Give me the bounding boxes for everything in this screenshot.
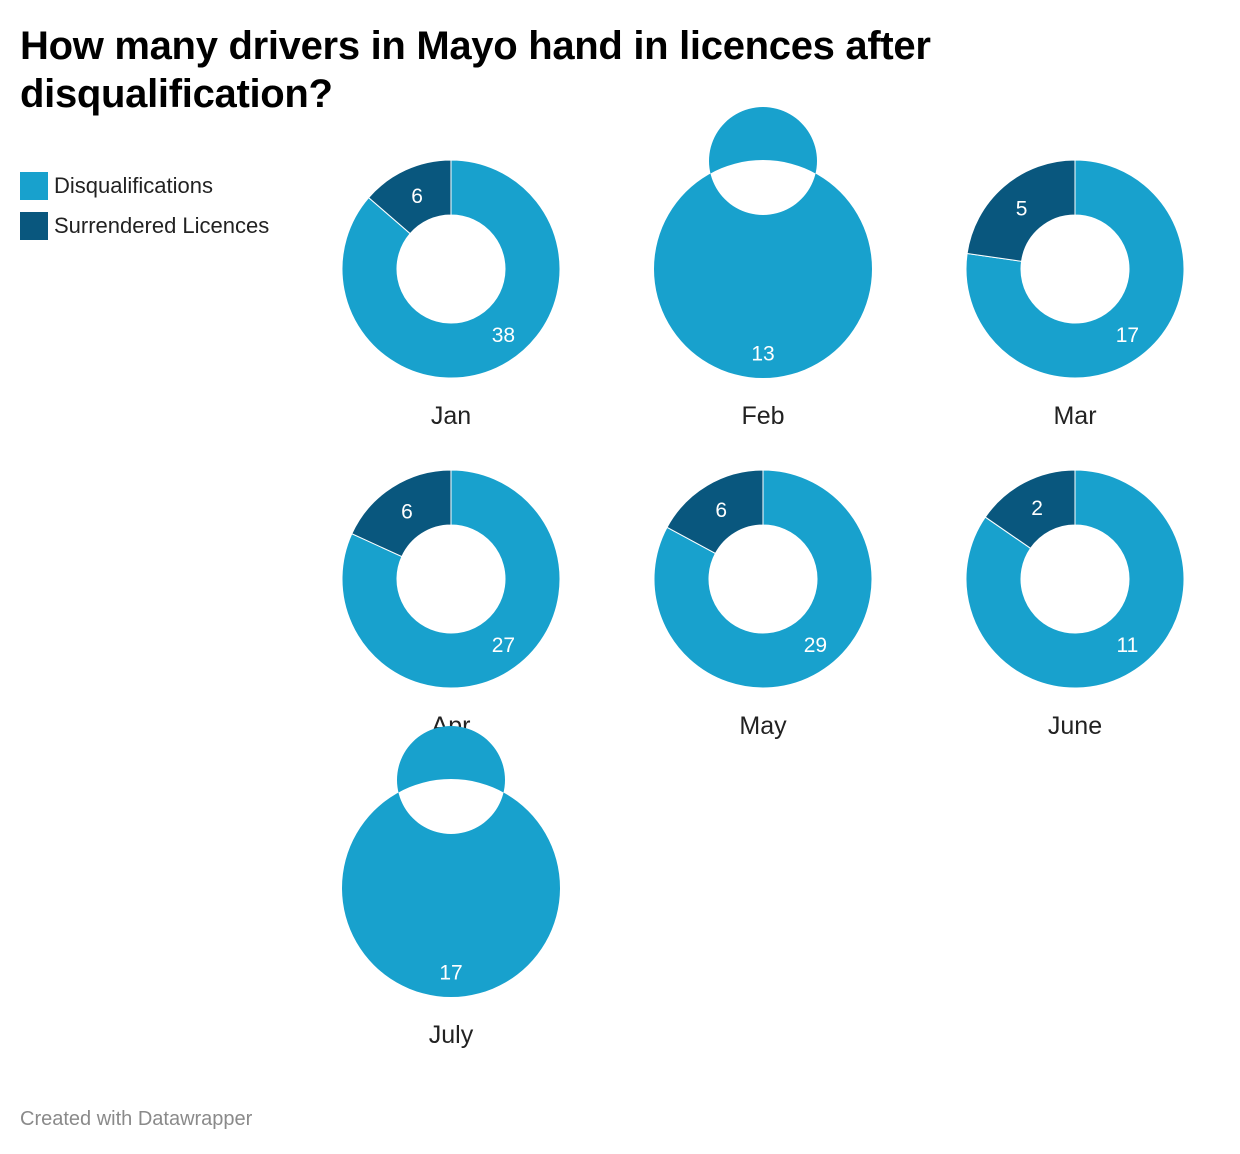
legend-swatch-disqualifications: [20, 172, 48, 200]
value-label-surrendered-licences: 6: [411, 185, 423, 208]
slice-disqualifications: [341, 159, 561, 379]
value-label-surrendered-licences: 5: [1016, 197, 1028, 220]
legend-item-surrendered-licences: Surrendered Licences: [20, 212, 269, 240]
value-label-disqualifications: 13: [751, 343, 774, 366]
donut-july: 17 July: [341, 725, 560, 1049]
slice-surrendered-licences: [966, 159, 1076, 262]
slice-disqualifications: [965, 159, 1185, 379]
value-label-disqualifications: 17: [439, 962, 462, 985]
value-label-surrendered-licences: 2: [1031, 497, 1043, 520]
chart-title: How many drivers in Mayo hand in licence…: [20, 24, 931, 116]
donut-mar: 17 5 Mar: [965, 159, 1185, 430]
slice-disqualifications: [653, 469, 873, 689]
slice-surrendered-licences: [666, 469, 764, 555]
value-label-disqualifications: 17: [1116, 324, 1139, 347]
slice-disqualifications: [341, 725, 560, 997]
slice-surrendered-licences: [367, 159, 452, 235]
legend-item-disqualifications: Disqualifications: [20, 172, 269, 200]
legend: Disqualifications Surrendered Licences: [20, 172, 269, 252]
donut-label-may: May: [739, 712, 787, 740]
donut-june: 11 2 June: [965, 469, 1185, 740]
slice-disqualifications: [653, 106, 872, 378]
donut-apr: 276Apr: [341, 469, 561, 740]
legend-swatch-surrendered-licences: [20, 212, 48, 240]
value-label-disqualifications: 38: [492, 324, 515, 347]
slice-surrendered-licences: [984, 469, 1076, 550]
slice-surrendered-licences: [351, 469, 452, 558]
legend-label-disqualifications: Disqualifications: [54, 173, 213, 198]
donut-label-july: July: [429, 1021, 474, 1049]
footer-credit: Created with Datawrapper: [20, 1108, 253, 1130]
legend-label-surrendered-licences: Surrendered Licences: [54, 213, 270, 238]
slice-disqualifications: [341, 469, 561, 689]
value-label-surrendered-licences: 6: [401, 500, 413, 523]
donut-label-june: June: [1048, 712, 1102, 740]
donut-feb: 13 Feb: [653, 106, 872, 430]
donut-label-feb: Feb: [741, 402, 784, 430]
value-label-disqualifications: 29: [804, 634, 827, 657]
value-label-disqualifications: 27: [492, 634, 515, 657]
value-label-disqualifications: 11: [1116, 634, 1138, 657]
slice-disqualifications: [965, 469, 1185, 689]
donut-jan: 38 6 Jan: [341, 159, 561, 430]
donut-may: 29 6 May: [653, 469, 873, 740]
value-label-surrendered-licences: 6: [715, 499, 727, 522]
donut-label-jan: Jan: [431, 402, 471, 430]
donut-label-mar: Mar: [1053, 402, 1096, 430]
